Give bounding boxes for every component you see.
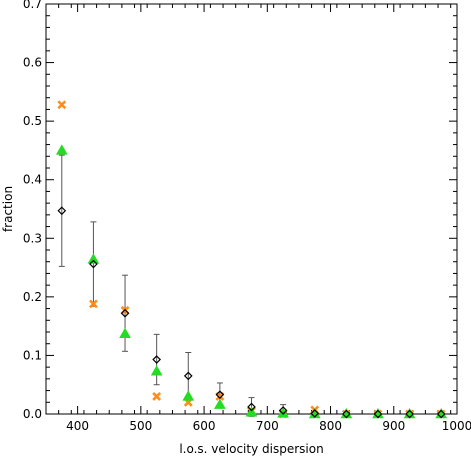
plot-frame (45, 3, 458, 415)
triangle-point (182, 390, 195, 401)
triangle-point (214, 398, 226, 409)
y-tick-label: 0.1 (23, 348, 42, 362)
diamond-point (183, 371, 193, 381)
diamond-point (405, 409, 414, 419)
y-tick-label: 0.4 (23, 173, 42, 187)
x-tick-label: 500 (129, 419, 152, 433)
cross-point (57, 100, 67, 110)
y-tick-label: 0.6 (23, 56, 42, 70)
triangle-point (55, 144, 68, 155)
tick-labels: 400 500 600 700 800 900 1000 0.0 0.1 0.2 0.3 0.4 0.5… (23, 0, 471, 433)
x-tick-label: 600 (193, 419, 216, 433)
x-tick-label: 1000 (442, 419, 471, 433)
diamond-point (278, 406, 288, 415)
diamond-point (152, 355, 162, 364)
axis-ticks (45, 3, 458, 415)
diamond-point (89, 259, 98, 269)
diamond-point (57, 206, 67, 216)
y-axis-label: fraction (1, 186, 15, 232)
cross-point (89, 299, 98, 309)
y-tick-label: 0.7 (23, 0, 42, 11)
triangle-point (87, 253, 100, 264)
x-tick-label: 700 (256, 419, 279, 433)
y-tick-label: 0.0 (23, 407, 42, 421)
y-tick-label: 0.2 (23, 290, 42, 304)
cross-point (152, 392, 162, 401)
x-axis-label: l.o.s. velocity dispersion (179, 442, 323, 456)
triangle-point (277, 407, 289, 418)
x-tick-label: 900 (382, 419, 405, 433)
y-tick-label: 0.3 (23, 231, 42, 245)
triangle-point (150, 365, 163, 376)
y-tick-label: 0.5 (23, 114, 42, 128)
diamond-point (215, 390, 225, 400)
data-marks (55, 100, 448, 419)
diamond-point (247, 402, 256, 412)
x-tick-label: 800 (319, 419, 342, 433)
diamond-point (310, 409, 320, 418)
diamond-point (436, 409, 446, 419)
diamond-point (341, 409, 351, 419)
diamond-point (120, 308, 130, 318)
triangle-point (119, 327, 131, 339)
diamond-point (373, 409, 383, 419)
triangle-point (245, 406, 258, 417)
x-tick-label: 400 (66, 419, 89, 433)
